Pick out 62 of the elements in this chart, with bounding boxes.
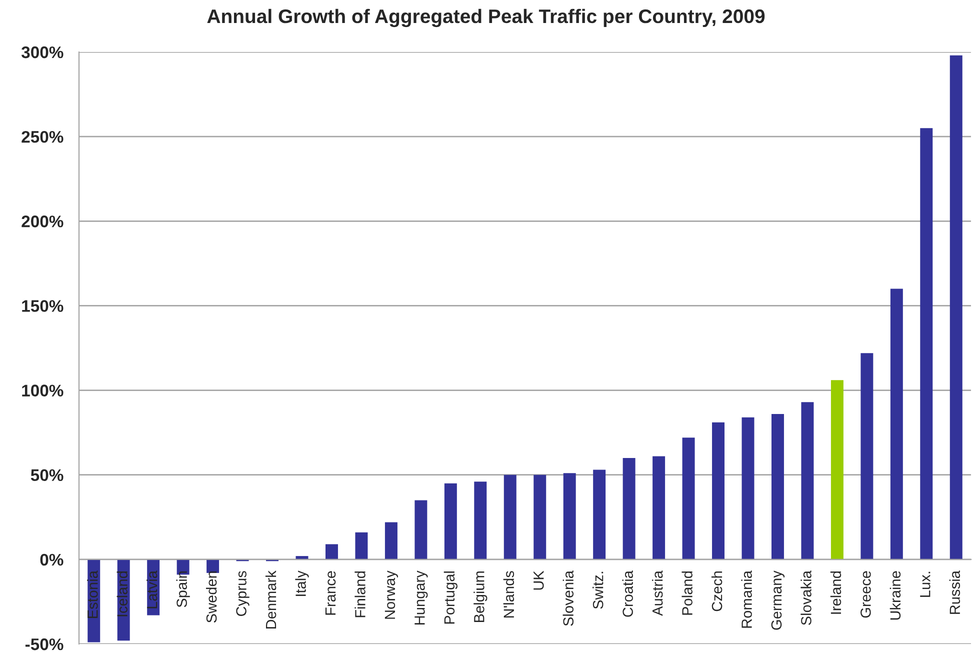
bar — [474, 482, 487, 560]
bar — [325, 544, 338, 560]
bar — [593, 470, 606, 560]
x-tick-label: Estonia — [87, 570, 98, 618]
y-tick-label: 250% — [22, 130, 64, 143]
chart-title: Annual Growth of Aggregated Peak Traffic per Country, 2009 — [207, 8, 765, 28]
x-tick-label: Poland — [682, 571, 692, 615]
x-tick-label: Ireland — [830, 571, 842, 614]
y-tick-label: 200% — [22, 216, 64, 228]
y-tick-label: 100% — [22, 384, 64, 396]
x-tick-label: Latvia — [146, 570, 158, 608]
y-tick-label: -50% — [25, 638, 64, 650]
bar — [355, 532, 368, 560]
bar — [742, 417, 754, 560]
bar — [682, 438, 695, 560]
bar — [801, 402, 814, 560]
x-tick-label: Ukraine — [890, 571, 901, 620]
y-tick-label: 150% — [22, 300, 64, 312]
bar — [622, 458, 636, 560]
x-tick-label: Russia — [949, 570, 960, 614]
bar — [652, 456, 666, 560]
x-tick-label: Portugal — [444, 572, 458, 624]
x-tick-label: Belgium — [474, 572, 488, 622]
x-tick-label: Austria — [652, 570, 663, 616]
bar — [504, 474, 516, 560]
bar — [860, 353, 874, 560]
x-tick-label: Sweden — [206, 571, 217, 623]
x-tick-label: Switz. — [592, 572, 604, 609]
y-tick-label: 300% — [21, 46, 64, 58]
y-tick-label: 50% — [30, 469, 64, 482]
bar — [830, 380, 844, 560]
x-tick-label: Finland — [354, 571, 366, 618]
x-tick-label: Cyprus — [236, 571, 250, 616]
bar — [771, 414, 784, 560]
x-tick-label: Germany — [771, 570, 785, 630]
x-tick-label: Greece — [860, 571, 871, 618]
x-tick-label: Spain — [176, 571, 190, 608]
x-tick-label: France — [325, 571, 336, 615]
x-tick-label: Croatia — [622, 570, 633, 617]
x-tick-label: Romania — [741, 570, 752, 628]
bar — [414, 500, 428, 560]
bar — [920, 128, 933, 560]
x-tick-label: Hungary — [414, 570, 428, 624]
y-tick-label: 0% — [40, 554, 64, 566]
bar — [444, 483, 457, 560]
bar — [206, 559, 220, 573]
bar — [563, 473, 576, 560]
x-tick-label: Denmark — [265, 570, 276, 628]
x-tick-label: Slovakia — [800, 570, 812, 625]
x-tick-label: Iceland — [116, 571, 128, 616]
x-tick-label: N'lands — [503, 571, 514, 618]
bar — [950, 55, 962, 560]
x-tick-label: Norway — [384, 570, 398, 619]
bar — [712, 422, 725, 560]
bar — [890, 288, 903, 560]
bar — [384, 522, 398, 560]
x-tick-label: Italy — [295, 570, 309, 596]
bar — [534, 474, 546, 560]
x-tick-label: Lux. — [920, 572, 930, 597]
x-tick-label: Czech — [711, 571, 722, 612]
x-tick-label: Slovenia — [562, 570, 574, 626]
x-tick-label: UK — [534, 570, 544, 590]
